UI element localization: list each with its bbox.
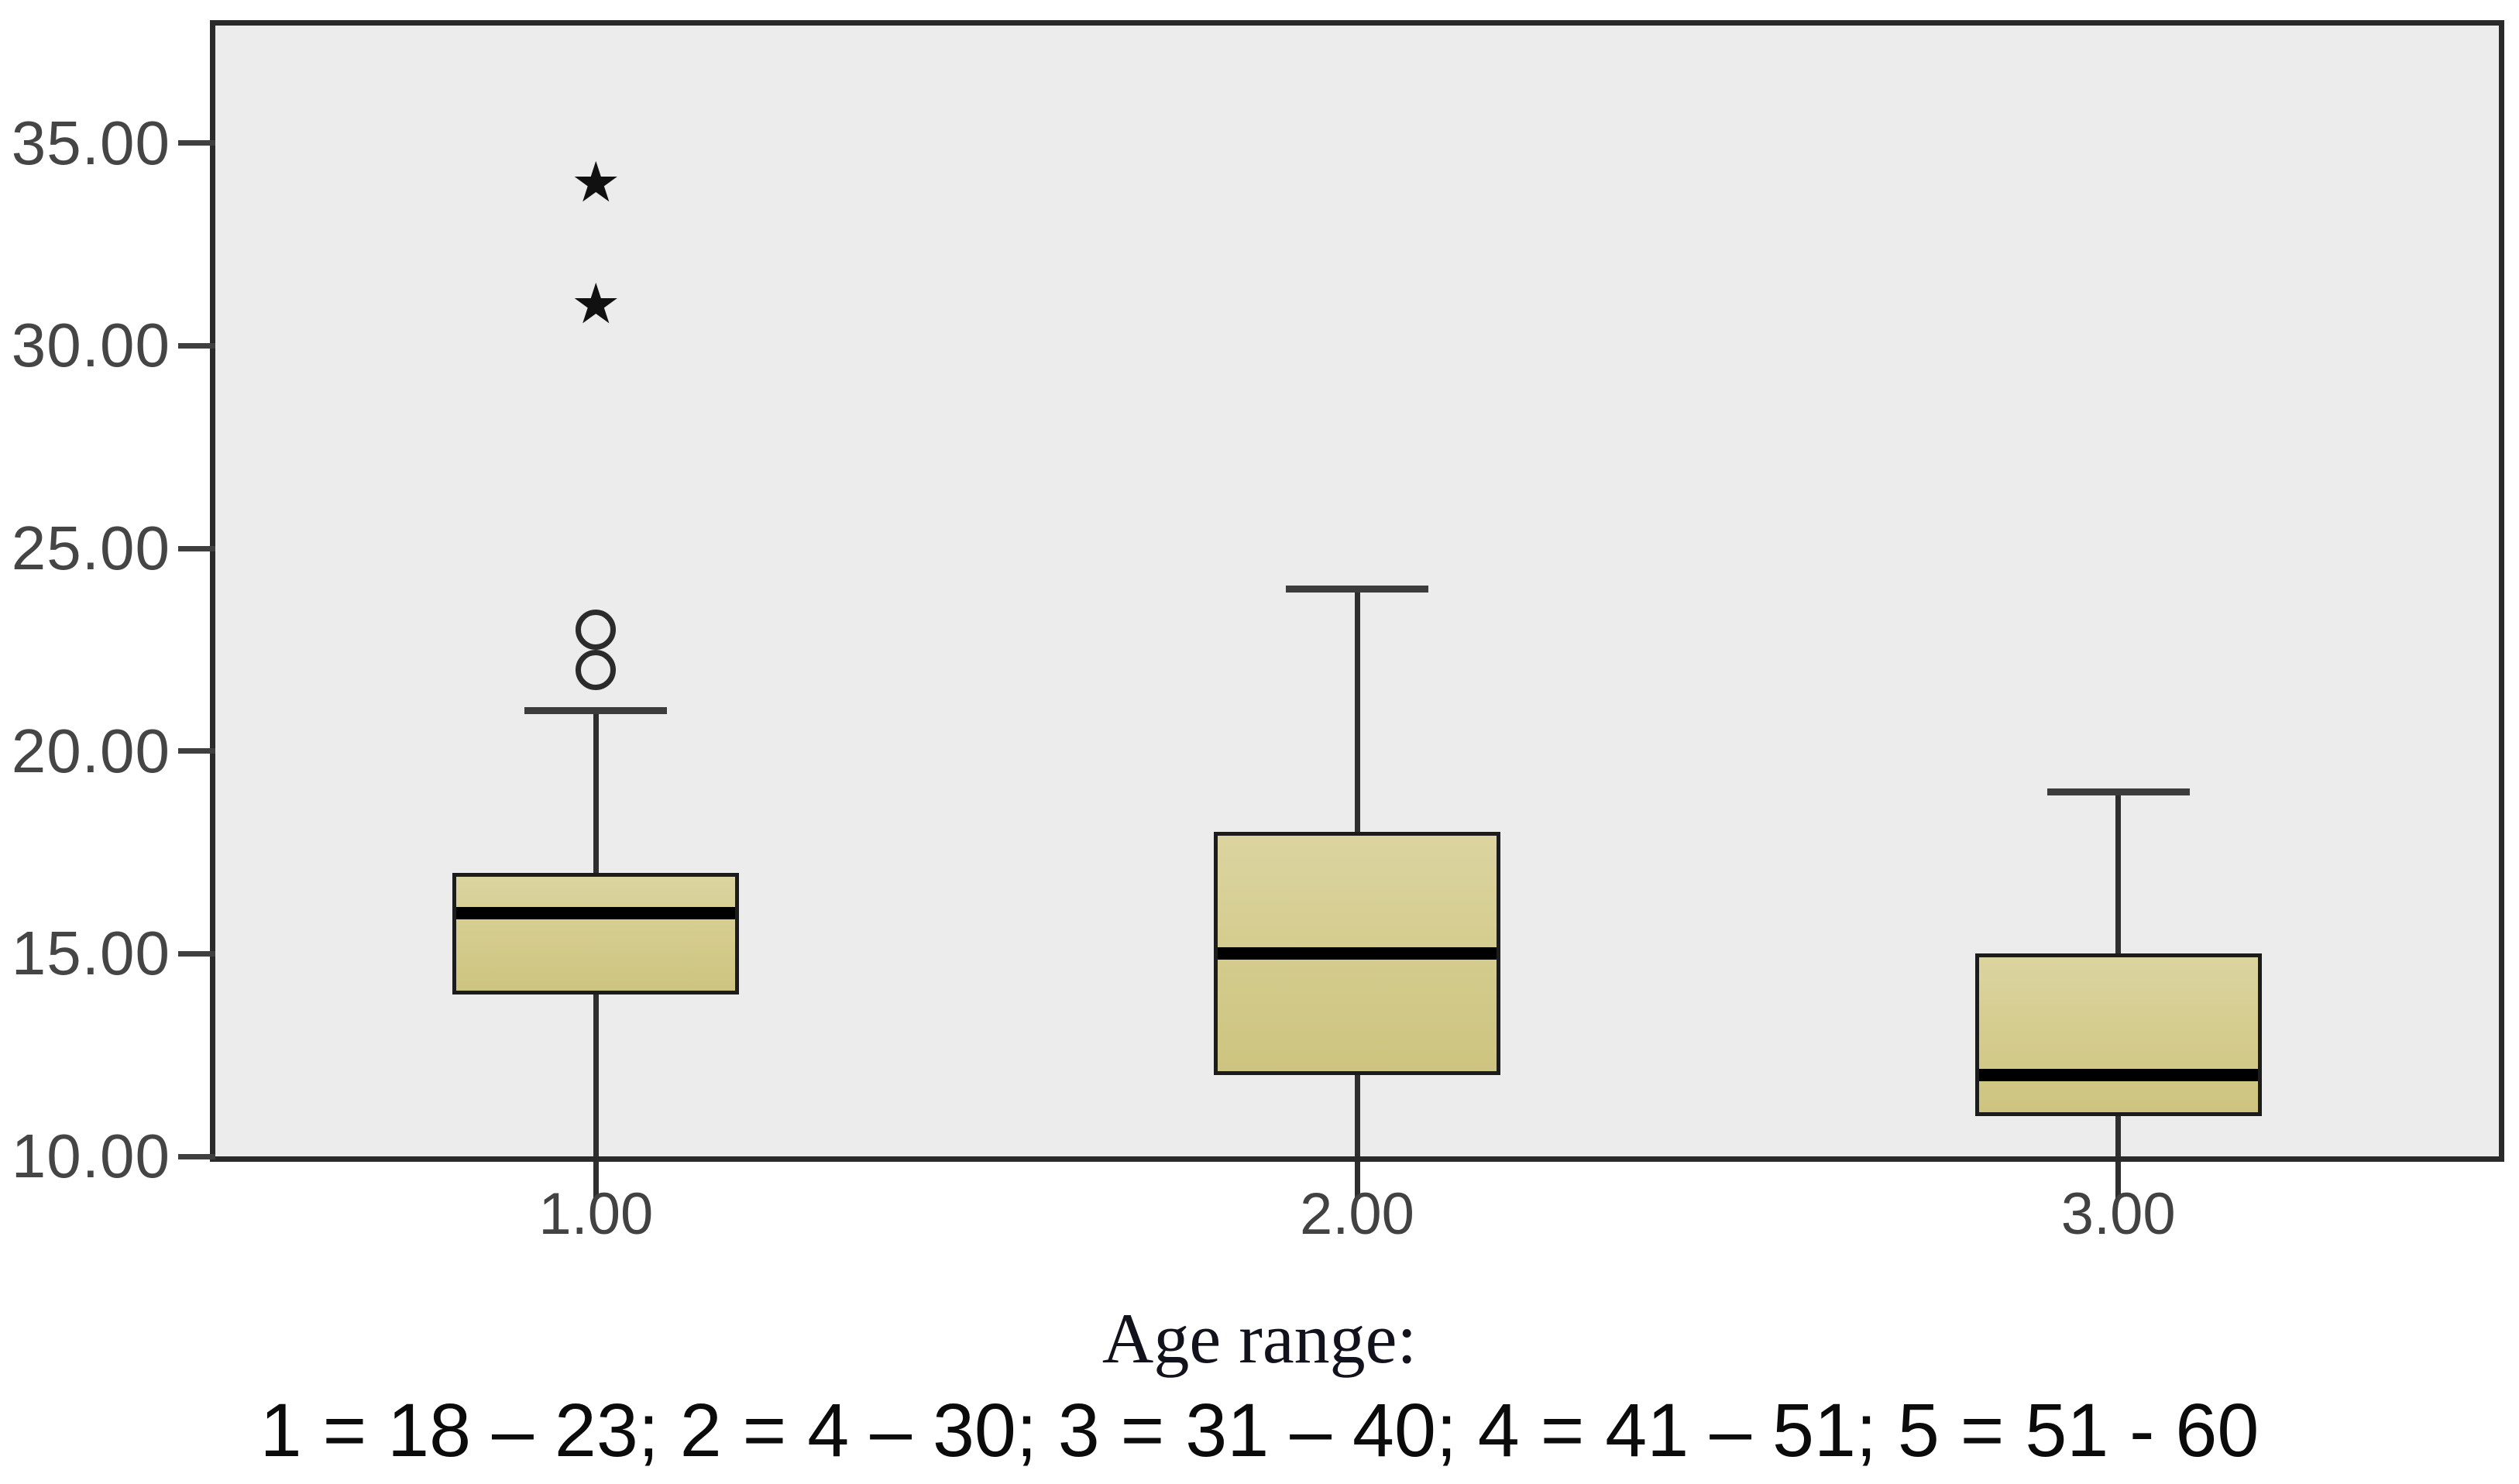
y-tick-label: 15.00 bbox=[11, 919, 170, 988]
y-tick bbox=[178, 545, 215, 551]
lower-whisker bbox=[593, 994, 599, 1156]
y-tick-label: 20.00 bbox=[11, 716, 170, 785]
y-tick-label: 25.00 bbox=[11, 514, 170, 583]
x-tick bbox=[1354, 1162, 1360, 1199]
median-line bbox=[1218, 947, 1497, 960]
y-tick bbox=[178, 1153, 215, 1159]
whisker-cap bbox=[2046, 788, 2190, 795]
x-axis-legend-note: 1 = 18 – 23; 2 = 4 – 30; 3 = 31 – 40; 4 … bbox=[259, 1388, 2260, 1472]
outlier-circle bbox=[576, 609, 617, 650]
whisker-cap bbox=[1286, 585, 1428, 593]
box bbox=[452, 872, 740, 994]
x-tick-label: 1.00 bbox=[538, 1181, 654, 1247]
whisker-cap bbox=[524, 706, 668, 714]
outlier-circle bbox=[576, 650, 617, 691]
y-tick bbox=[178, 748, 215, 754]
upper-whisker bbox=[2115, 792, 2122, 954]
y-tick bbox=[178, 342, 215, 349]
x-tick-label: 2.00 bbox=[1300, 1181, 1414, 1247]
lower-whisker bbox=[1354, 1075, 1360, 1156]
y-tick-label: 35.00 bbox=[11, 108, 170, 177]
x-axis-title: Age range: bbox=[1101, 1299, 1418, 1378]
y-tick bbox=[178, 950, 215, 957]
lower-whisker bbox=[2115, 1115, 2122, 1156]
extreme-star: ★ bbox=[571, 271, 621, 337]
y-tick bbox=[178, 140, 215, 146]
y-tick-label: 10.00 bbox=[11, 1122, 170, 1190]
y-tick-label: 30.00 bbox=[11, 311, 170, 380]
upper-whisker bbox=[593, 710, 599, 873]
box bbox=[1974, 953, 2262, 1116]
median-line bbox=[456, 907, 736, 920]
x-tick bbox=[2115, 1162, 2122, 1199]
upper-whisker bbox=[1354, 589, 1360, 833]
median-line bbox=[1978, 1069, 2258, 1082]
x-tick bbox=[593, 1162, 599, 1199]
extreme-star: ★ bbox=[571, 149, 621, 215]
x-tick-label: 3.00 bbox=[2060, 1181, 2176, 1247]
